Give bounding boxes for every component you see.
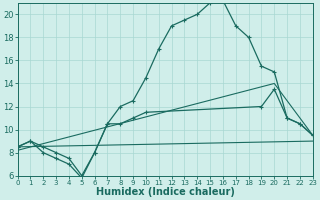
X-axis label: Humidex (Indice chaleur): Humidex (Indice chaleur) (96, 187, 235, 197)
